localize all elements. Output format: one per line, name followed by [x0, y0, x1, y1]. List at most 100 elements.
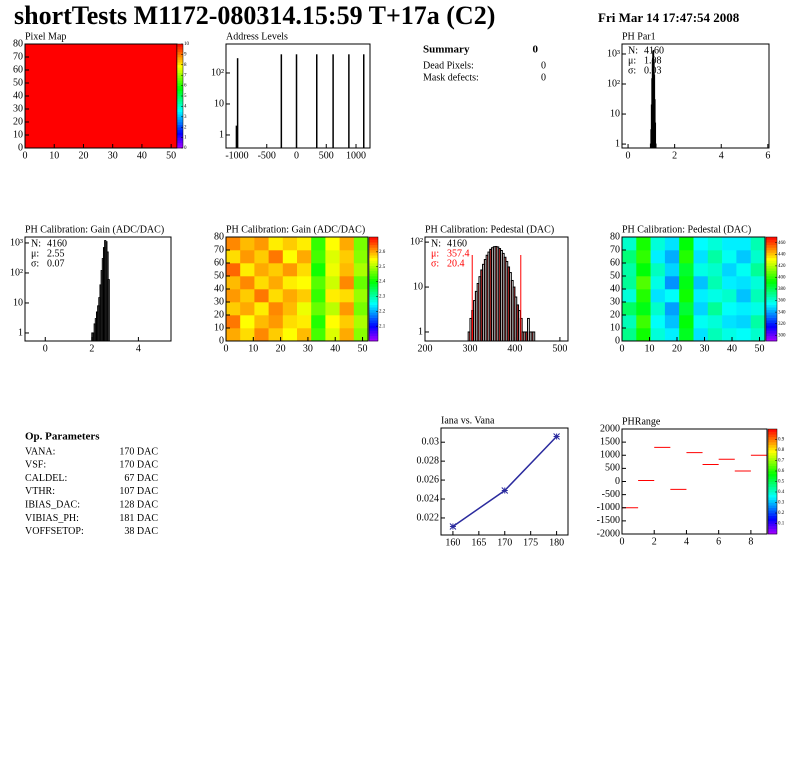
- colorbar-step: [177, 127, 183, 131]
- colorbar-step: [768, 452, 777, 456]
- y-tick-label: 10³: [10, 237, 23, 248]
- heat-cell: [622, 276, 637, 290]
- y-tick-label: 10: [13, 129, 23, 140]
- x-tick-label: 500: [319, 150, 334, 161]
- summary-title: Summary: [423, 44, 470, 56]
- colorbar-step: [766, 250, 777, 253]
- stat-label: N:: [31, 238, 41, 249]
- pad-title: Iana vs. Vana: [441, 415, 495, 426]
- colorbar-step: [177, 114, 183, 118]
- colorbar-step: [369, 265, 378, 269]
- heat-cell: [722, 302, 737, 316]
- heat-cell: [254, 263, 269, 277]
- heat-cell: [664, 302, 680, 316]
- x-tick-label: 8: [748, 536, 753, 547]
- heat-cell: [339, 302, 355, 316]
- heat-cell: [297, 315, 312, 329]
- stat-label: N:: [628, 45, 638, 56]
- heat-cell: [353, 328, 369, 342]
- heat-cell: [650, 263, 666, 277]
- heat-cell: [268, 237, 284, 251]
- colorbar-step: [177, 72, 183, 76]
- y-tick-label: 10: [610, 108, 620, 119]
- colorbar-step: [766, 322, 777, 326]
- heat-cell: [325, 263, 340, 277]
- x-tick-label: 4: [684, 536, 689, 547]
- heat-cell: [325, 276, 340, 290]
- stat-label: σ:: [31, 258, 39, 269]
- colorbar-step: [369, 312, 378, 316]
- colorbar-step: [766, 315, 777, 318]
- y-tick-label: 30: [214, 296, 224, 307]
- heat-cell: [339, 250, 355, 264]
- y-tick-label: 10²: [211, 67, 224, 78]
- colorbar-label: 320: [778, 322, 786, 327]
- colorbar-step: [177, 77, 183, 81]
- colorbar-step: [768, 468, 777, 472]
- colorbar-step: [768, 518, 777, 522]
- colorbar-step: [768, 450, 777, 453]
- colorbar-step: [768, 465, 777, 469]
- heat-cell: [750, 315, 766, 329]
- colorbar-step: [768, 513, 777, 516]
- heat-cell: [240, 302, 255, 316]
- heat-cell: [750, 250, 766, 264]
- colorbar-step: [369, 320, 378, 324]
- heat-cell: [353, 250, 369, 264]
- colorbar-step: [766, 289, 777, 292]
- colorbar-step: [766, 335, 777, 339]
- heat-cell: [693, 315, 709, 329]
- op-name: VOFFSETOP:: [25, 526, 84, 537]
- stat-label: σ:: [628, 65, 636, 76]
- heat-cell: [268, 328, 284, 342]
- y-tick-label: 40: [610, 283, 620, 294]
- stat-value: 4160: [644, 45, 664, 56]
- colorbar-step: [177, 59, 183, 63]
- pad-title: PHRange: [622, 416, 661, 427]
- heat-cell: [736, 250, 751, 264]
- heat-cell: [282, 263, 298, 277]
- heat-cell: [707, 250, 723, 264]
- x-tick-label: -500: [258, 150, 276, 161]
- heat-cell: [353, 263, 369, 277]
- stat-value: 0.03: [644, 65, 662, 76]
- heat-cell: [297, 328, 312, 342]
- colorbar-step: [766, 307, 777, 311]
- heat-cell: [254, 237, 269, 251]
- colorbar-label: 1: [184, 136, 187, 141]
- colorbar-step: [766, 328, 777, 331]
- heat-cell: [650, 289, 666, 303]
- pad: PH Calibration: Gain (ADC/DAC)0 10 20 30 40 5…: [214, 224, 386, 354]
- heat-cell: [268, 263, 284, 277]
- timestamp: Fri Mar 14 17:47:54 2008: [598, 10, 740, 25]
- colorbar-step: [177, 90, 183, 94]
- pad-title: Pixel Map: [25, 31, 66, 42]
- heat-cell: [311, 250, 326, 264]
- colorbar-step: [177, 101, 183, 105]
- op-value: 38 DAC: [124, 526, 158, 537]
- colorbar-step: [177, 67, 183, 71]
- colorbar-label: 0: [184, 146, 187, 151]
- colorbar-step: [369, 276, 378, 279]
- y-tick-label: 40: [214, 283, 224, 294]
- y-tick-label: 70: [13, 51, 23, 62]
- y-tick-label: 1: [418, 326, 423, 337]
- heat-cell: [693, 237, 709, 251]
- colorbar-step: [768, 478, 777, 482]
- heat-cell: [240, 237, 255, 251]
- op-value: 181 DAC: [119, 513, 158, 524]
- x-tick-label: 400: [507, 343, 522, 354]
- x-tick-label: 0: [626, 150, 631, 161]
- y-tick-label: 10³: [607, 48, 620, 59]
- colorbar-label: 10: [184, 42, 190, 47]
- colorbar-label: 360: [778, 299, 786, 304]
- colorbar-step: [766, 247, 777, 251]
- y-tick-label: 10²: [410, 236, 423, 247]
- op-value: 170 DAC: [119, 460, 158, 471]
- colorbar-step: [369, 294, 378, 298]
- heat-cell: [325, 237, 340, 251]
- y-tick-label: 80: [214, 231, 224, 242]
- heat-cell: [622, 250, 637, 264]
- colorbar-step: [768, 431, 777, 435]
- colorbar-step: [768, 489, 777, 493]
